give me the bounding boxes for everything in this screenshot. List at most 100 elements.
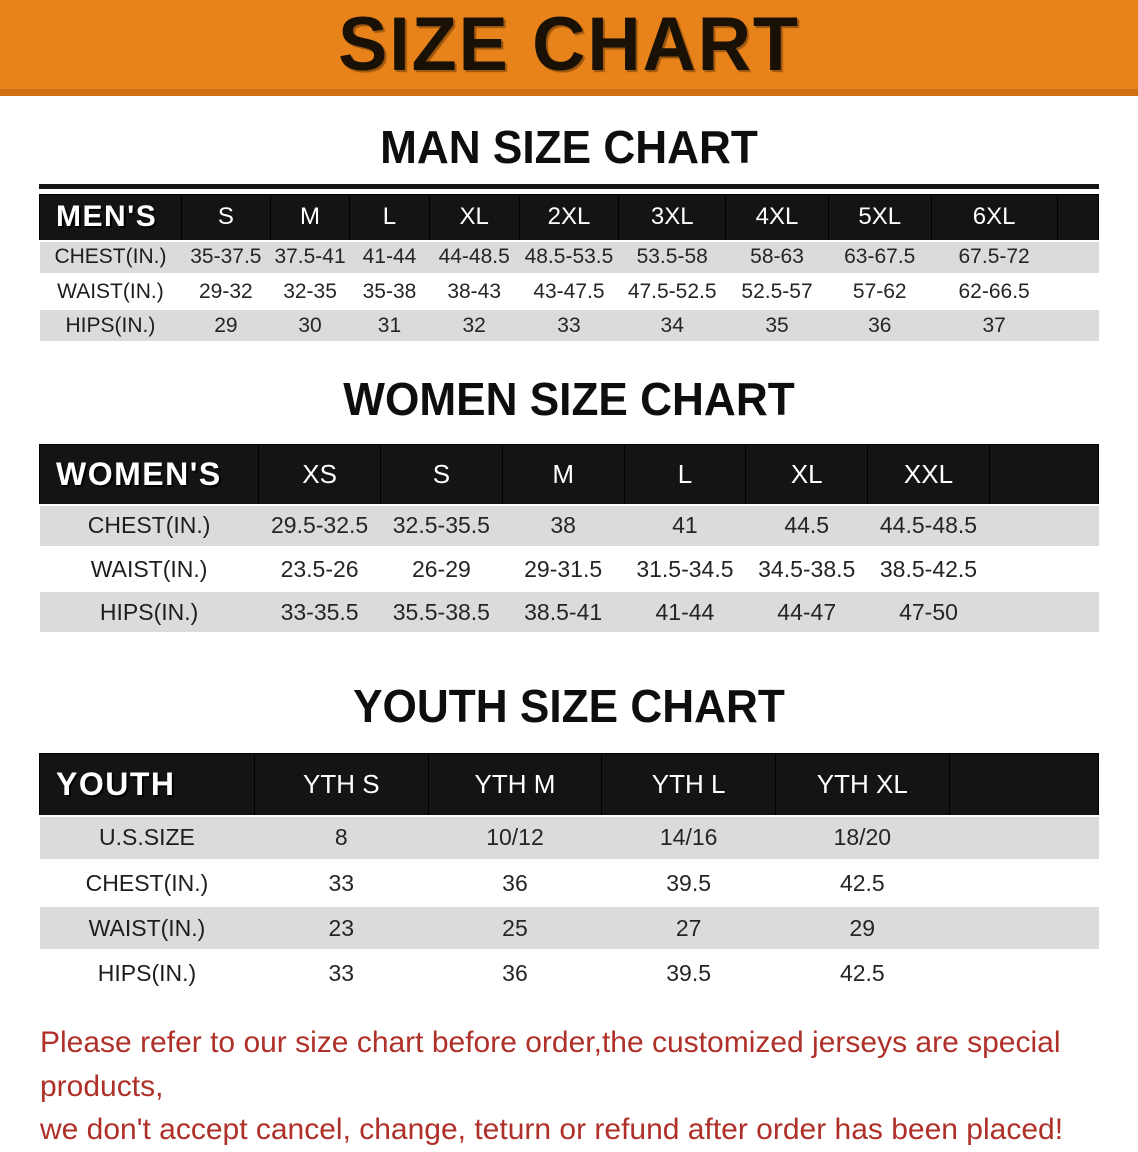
size-value-cell: 29-31.5 [502, 547, 625, 592]
size-value-cell: 41-44 [349, 239, 430, 276]
size-value-cell: 29 [775, 905, 950, 952]
size-value-cell: 26-29 [380, 547, 503, 592]
spacer-cell [949, 950, 1099, 997]
size-column-header: 3XL [618, 194, 727, 241]
size-value-cell: 29.5-32.5 [258, 503, 381, 549]
size-column-header: 2XL [518, 194, 620, 241]
men-section: MAN SIZE CHART MEN'S S M L XL 2XL 3XL 4XL 5XL 6XL… [0, 124, 1138, 344]
size-value-cell: 53.5-58 [618, 239, 726, 276]
spacer-cell [1057, 308, 1099, 344]
size-column-header: YTH M [427, 753, 603, 816]
size-column-header: XL [745, 444, 869, 505]
size-value-cell: 41 [624, 503, 746, 549]
size-value-cell: 44.5 [745, 503, 868, 549]
table-row: WAIST(IN.) 23 25 27 29 [39, 905, 1099, 952]
size-column-header: XXL [867, 444, 990, 505]
size-value-cell: 39.5 [601, 860, 776, 907]
size-value-cell: 39.5 [601, 950, 776, 997]
size-value-cell: 44.5-48.5 [867, 503, 990, 549]
size-value-cell: 41-44 [624, 590, 746, 635]
size-value-cell: 23 [254, 905, 429, 952]
women-size-table-wrap: WOMEN'S XS S M L XL XXL CHEST(IN.) 29.5-32.5 32.5… [38, 444, 1100, 635]
disclaimer-line-1: Please refer to our size chart before or… [40, 1026, 1061, 1103]
size-value-cell: 35.5-38.5 [380, 590, 503, 635]
size-value-cell: 27 [601, 905, 776, 952]
row-label: CHEST(IN.) [39, 239, 182, 276]
size-value-cell: 37.5-41 [270, 239, 350, 276]
size-column-header: M [269, 194, 351, 241]
youth-size-table-wrap: YOUTH YTH S YTH M YTH L YTH XL U.S.SIZE 8 10/12… [39, 753, 1100, 997]
size-value-cell: 14/16 [601, 814, 776, 862]
row-label: CHEST(IN.) [39, 503, 259, 549]
row-label: U.S.SIZE [39, 814, 255, 862]
size-column-header: XS [258, 444, 381, 505]
size-value-cell: 34 [618, 308, 726, 344]
size-value-cell: 18/20 [775, 814, 950, 862]
spacer-cell [948, 753, 1100, 816]
size-value-cell: 36 [428, 950, 602, 997]
size-value-cell: 67.5-72 [931, 239, 1058, 276]
row-label: WAIST(IN.) [39, 547, 259, 592]
row-label: HIPS(IN.) [39, 308, 182, 344]
spacer-cell [949, 860, 1099, 907]
size-value-cell: 37 [931, 308, 1058, 344]
size-value-cell: 38.5-42.5 [867, 547, 990, 592]
size-value-cell: 29 [181, 308, 271, 344]
size-value-cell: 29-32 [181, 274, 271, 310]
youth-section: YOUTH SIZE CHART YOUTH YTH S YTH M YTH L YTH… [0, 683, 1138, 997]
size-value-cell: 35 [725, 308, 829, 344]
row-label: HIPS(IN.) [39, 590, 259, 635]
size-value-cell: 32 [429, 308, 520, 344]
size-value-cell: 33-35.5 [258, 590, 381, 635]
spacer-cell [989, 547, 1099, 592]
size-column-header: YTH XL [774, 753, 950, 816]
table-row: HIPS(IN.) 33 36 39.5 42.5 [39, 950, 1099, 997]
size-value-cell: 32-35 [270, 274, 350, 310]
size-value-cell: 31.5-34.5 [624, 547, 746, 592]
size-value-cell: 38 [502, 503, 625, 549]
row-label: WAIST(IN.) [39, 274, 182, 310]
spacer-cell [989, 503, 1099, 549]
group-label: WOMEN'S [38, 444, 260, 505]
size-value-cell: 36 [428, 860, 602, 907]
men-size-table: MEN'S S M L XL 2XL 3XL 4XL 5XL 6XL CHEST(IN.) 35-37… [39, 194, 1100, 344]
size-value-cell: 10/12 [428, 814, 602, 862]
size-column-header: S [180, 194, 271, 241]
spacer-cell [1056, 194, 1100, 241]
women-section-heading: WOMEN SIZE CHART [343, 373, 795, 425]
size-value-cell: 8 [254, 814, 429, 862]
size-value-cell: 58-63 [725, 239, 829, 276]
size-value-cell: 47-50 [867, 590, 990, 635]
size-column-header: S [379, 444, 503, 505]
banner-title: SIZE CHART [338, 1, 800, 87]
size-column-header: 4XL [725, 194, 829, 241]
size-chart-banner: SIZE CHART [0, 0, 1138, 96]
size-value-cell: 35-38 [349, 274, 430, 310]
spacer-cell [1057, 274, 1099, 310]
size-value-cell: 30 [270, 308, 350, 344]
row-label: CHEST(IN.) [39, 860, 255, 907]
size-value-cell: 63-67.5 [828, 239, 932, 276]
size-value-cell: 47.5-52.5 [618, 274, 726, 310]
size-value-cell: 36 [828, 308, 932, 344]
table-row: CHEST(IN.) 29.5-32.5 32.5-35.5 38 41 44.5 44.5… [39, 503, 1099, 549]
spacer-cell [988, 444, 1100, 505]
group-label: MEN'S [39, 194, 182, 241]
size-value-cell: 23.5-26 [258, 547, 381, 592]
size-value-cell: 32.5-35.5 [380, 503, 503, 549]
size-value-cell: 38.5-41 [502, 590, 625, 635]
size-value-cell: 57-62 [828, 274, 932, 310]
spacer-cell [1057, 239, 1099, 276]
size-header-row: WOMEN'S XS S M L XL XXL [38, 444, 1100, 505]
table-row: HIPS(IN.) 33-35.5 35.5-38.5 38.5-41 41-44 44-… [39, 590, 1099, 635]
size-column-header: XL [428, 194, 520, 241]
size-value-cell: 43-47.5 [519, 274, 619, 310]
table-row: CHEST(IN.) 35-37.5 37.5-41 41-44 44-48.5 48.5… [39, 239, 1099, 276]
size-value-cell: 35-37.5 [181, 239, 271, 276]
table-row: U.S.SIZE 8 10/12 14/16 18/20 [39, 814, 1099, 862]
size-value-cell: 25 [428, 905, 602, 952]
spacer-cell [949, 905, 1099, 952]
size-column-header: L [623, 444, 747, 505]
size-value-cell: 33 [254, 950, 429, 997]
table-row: HIPS(IN.) 29 30 31 32 33 34 35 36 37 [39, 308, 1099, 344]
